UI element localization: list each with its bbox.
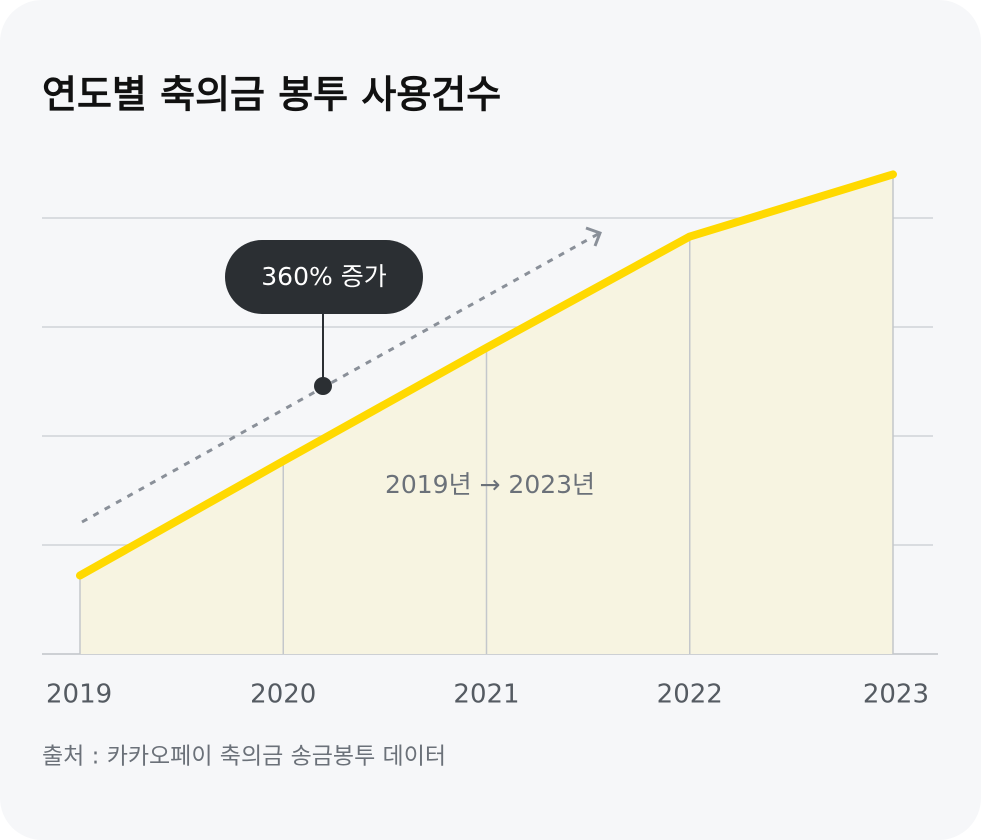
callout-bubble [225, 240, 423, 314]
x-tick-label: 2022 [657, 680, 723, 710]
chart-title: 연도별 축의금 봉투 사용건수 [42, 73, 501, 117]
x-tick-label: 2019 [46, 680, 112, 710]
x-tick-label: 2020 [250, 680, 316, 710]
arrow-head [585, 226, 602, 247]
source: 출처 : 카카오페이 축의금 송금봉투 데이터 [42, 744, 446, 770]
plot [76, 170, 897, 654]
callout-text: 360% 증가 [261, 262, 386, 291]
x-tick-label: 2023 [863, 680, 929, 710]
line [76, 170, 897, 580]
x-tick-label: 2021 [453, 680, 519, 710]
period-label: 2019년 → 2023년 [385, 470, 595, 499]
callout-dot [314, 377, 332, 395]
